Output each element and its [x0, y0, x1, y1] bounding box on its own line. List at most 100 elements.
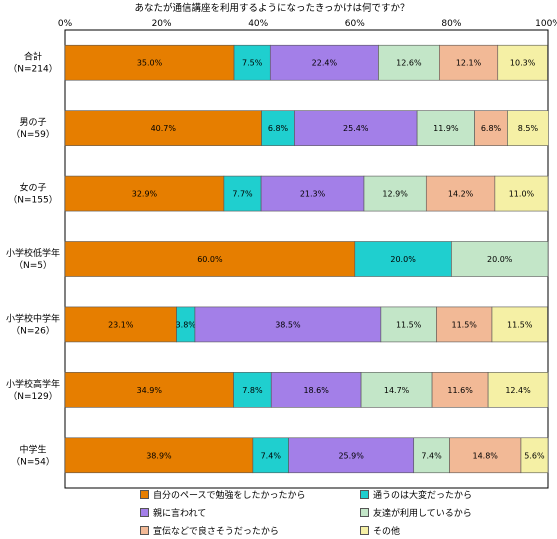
data-label: 20.0%: [390, 255, 416, 264]
category-label: 合計: [24, 51, 42, 63]
legend-item: 通うのは大変だったから: [360, 490, 472, 502]
data-label: 21.3%: [300, 190, 326, 199]
category-sample-size: （N=129）: [8, 391, 57, 402]
category-sample-size: （N=59）: [11, 129, 55, 140]
bar-segment: [64, 306, 177, 343]
bar-segment: [64, 44, 235, 81]
legend-swatch: [140, 508, 149, 517]
category-label: 小学校高学年: [6, 378, 60, 390]
legend-item: 親に言われて: [140, 508, 206, 520]
legend-item: その他: [360, 526, 400, 538]
data-label: 6.8%: [268, 124, 289, 133]
chart-title: あなたが通信講座を利用するようになったきっかけは何ですか？: [134, 2, 409, 14]
data-label: 11.0%: [509, 190, 535, 199]
category-sample-size: （N=54）: [11, 456, 55, 467]
data-label: 7.4%: [421, 451, 442, 460]
legend-label: 親に言われて: [153, 509, 207, 519]
category-label: 小学校低学年: [6, 247, 60, 259]
bar-segment: [439, 44, 499, 81]
bar-segment: [294, 110, 418, 146]
category-sample-size: （N=155）: [8, 195, 57, 206]
data-label: 20.0%: [487, 255, 513, 264]
bar-segment: [288, 437, 415, 474]
legend-swatch: [140, 490, 149, 499]
data-label: 11.5%: [451, 320, 477, 329]
data-label: 8.5%: [518, 124, 539, 133]
data-label: 7.8%: [242, 386, 263, 395]
bar-segment: [64, 437, 254, 474]
data-label: 5.6%: [524, 451, 545, 460]
data-label: 23.1%: [108, 320, 134, 329]
legend-label: 宣伝などで良さそうだったから: [153, 527, 279, 537]
bar-segment: [233, 44, 271, 81]
x-tick-label: 40%: [248, 19, 268, 29]
x-tick-label: 80%: [441, 19, 461, 29]
category-sample-size: （N=26）: [11, 325, 55, 336]
bar-segment: [451, 241, 549, 277]
x-tick-label: 60%: [345, 19, 365, 29]
data-label: 7.4%: [261, 451, 282, 460]
bar-segment: [494, 175, 549, 212]
bar-segment: [520, 437, 549, 474]
legend-swatch: [360, 526, 369, 535]
bar-segment: [233, 372, 272, 408]
data-label: 12.9%: [382, 190, 408, 199]
x-tick-label: 100%: [535, 19, 557, 29]
data-label: 60.0%: [197, 255, 223, 264]
bar-segment: [64, 372, 234, 408]
bar-segment: [223, 175, 262, 212]
data-label: 11.6%: [447, 386, 473, 395]
data-label: 12.1%: [456, 59, 482, 68]
bar-segment: [261, 110, 295, 146]
legend-label: 友達が利用しているから: [373, 509, 472, 519]
data-label: 35.0%: [137, 59, 163, 68]
category-sample-size: （N=5）: [14, 260, 52, 271]
category-label: 小学校中学年: [6, 312, 60, 324]
data-label: 22.4%: [312, 59, 338, 68]
bar-segment: [491, 306, 548, 343]
data-label: 38.5%: [275, 320, 301, 329]
data-label: 11.5%: [507, 320, 533, 329]
data-label: 7.7%: [232, 190, 253, 199]
data-label: 25.4%: [343, 124, 369, 133]
data-label: 40.7%: [151, 124, 177, 133]
data-label: 12.4%: [505, 386, 531, 395]
data-label: 14.2%: [448, 190, 474, 199]
legend-swatch: [360, 490, 369, 499]
bar-segment: [449, 437, 522, 474]
bar-segment: [474, 110, 508, 146]
category-label: 中学生: [19, 443, 46, 455]
bar-segment: [64, 110, 262, 146]
bar-segment: [380, 306, 437, 343]
data-label: 34.9%: [137, 386, 163, 395]
data-label: 12.6%: [396, 59, 422, 68]
data-label: 11.9%: [433, 124, 459, 133]
data-label: 10.3%: [510, 59, 536, 68]
bar-segment: [507, 110, 549, 146]
legend-label: その他: [373, 527, 401, 537]
data-label: 11.5%: [396, 320, 422, 329]
bar-segment: [260, 175, 365, 212]
data-label: 6.8%: [481, 124, 502, 133]
data-label: 18.6%: [303, 386, 329, 395]
bar-segment: [360, 372, 433, 408]
x-tick-label: 20%: [152, 19, 172, 29]
data-label: 32.9%: [132, 190, 158, 199]
category-sample-size: （N=214）: [8, 64, 57, 75]
bar-segment: [497, 44, 548, 81]
bar-segment: [64, 241, 356, 277]
bar-segment: [425, 175, 496, 212]
data-label: 38.9%: [146, 451, 172, 460]
legend-label: 通うのは大変だったから: [373, 491, 473, 501]
legend-item: 自分のペースで勉強をしたかったから: [140, 490, 306, 502]
bar-segment: [252, 437, 289, 474]
bar-segment: [487, 372, 549, 408]
legend-item: 宣伝などで良さそうだったから: [140, 526, 279, 538]
data-label: 3.8%: [176, 320, 197, 329]
bar-segment: [413, 437, 450, 474]
x-tick-label: 0%: [58, 19, 73, 29]
bar-segment: [354, 241, 452, 277]
data-label: 14.7%: [384, 386, 410, 395]
category-label: 男の子: [19, 117, 46, 128]
